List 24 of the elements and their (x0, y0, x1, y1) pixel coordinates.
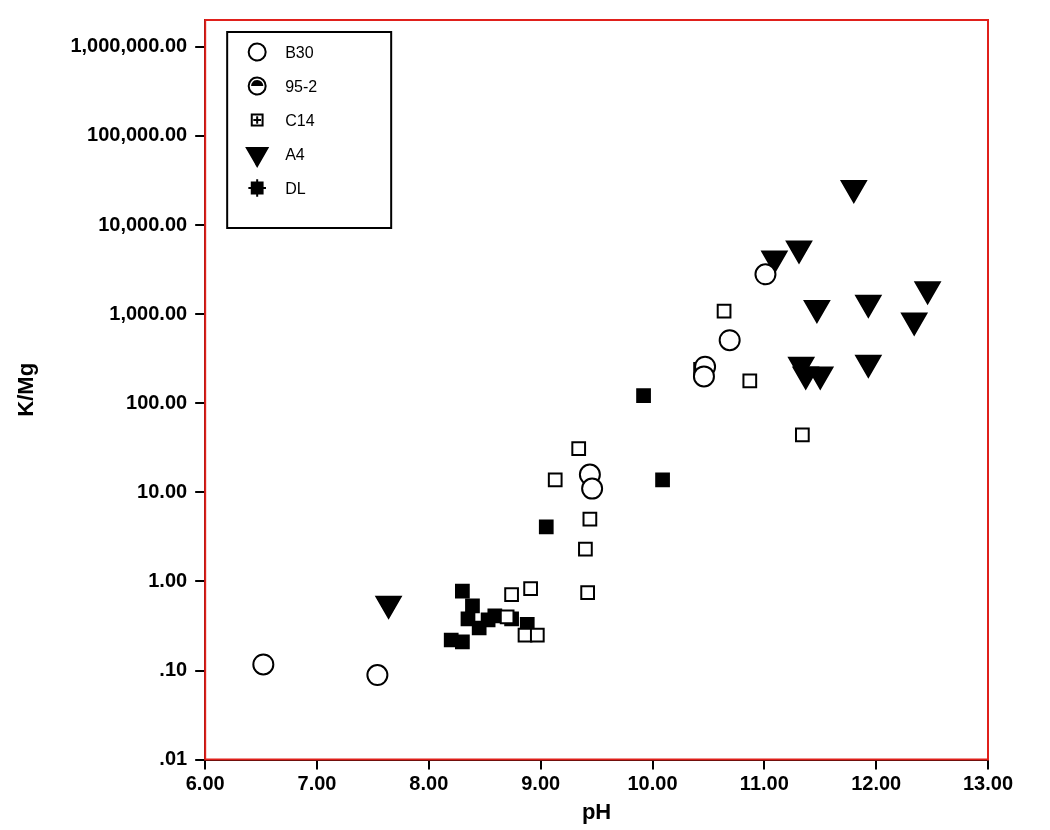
x-tick-label: 11.00 (739, 772, 789, 795)
x-axis-title: pH (581, 798, 612, 824)
x-tick-label: 9.00 (521, 772, 561, 795)
y-tick-label: 1.00 (148, 568, 188, 591)
legend-label: C14 (285, 112, 315, 130)
x-tick-label: 6.00 (185, 772, 225, 795)
y-tick-label: .10 (159, 658, 188, 681)
legend-label: B30 (285, 44, 314, 62)
y-axis-title: K/Mg (13, 362, 39, 417)
x-tick-label: 13.00 (962, 772, 1014, 795)
y-tick-label: 1,000,000.00 (70, 34, 188, 57)
y-tick-label: 10,000.00 (98, 212, 188, 235)
x-tick-label: 7.00 (297, 772, 337, 795)
y-tick-label: 100,000.00 (87, 123, 188, 146)
y-tick-label: .01 (159, 747, 188, 770)
legend-label: A4 (285, 146, 305, 164)
x-tick-label: 8.00 (409, 772, 449, 795)
y-tick-label: 1,000.00 (109, 301, 188, 324)
y-tick-label: 100.00 (126, 390, 188, 413)
legend-label: 95-2 (285, 78, 318, 96)
legend-label: DL (285, 180, 306, 198)
y-tick-label: 10.00 (137, 479, 188, 502)
x-tick-label: 12.00 (851, 772, 902, 795)
x-tick-label: 10.00 (627, 772, 678, 795)
